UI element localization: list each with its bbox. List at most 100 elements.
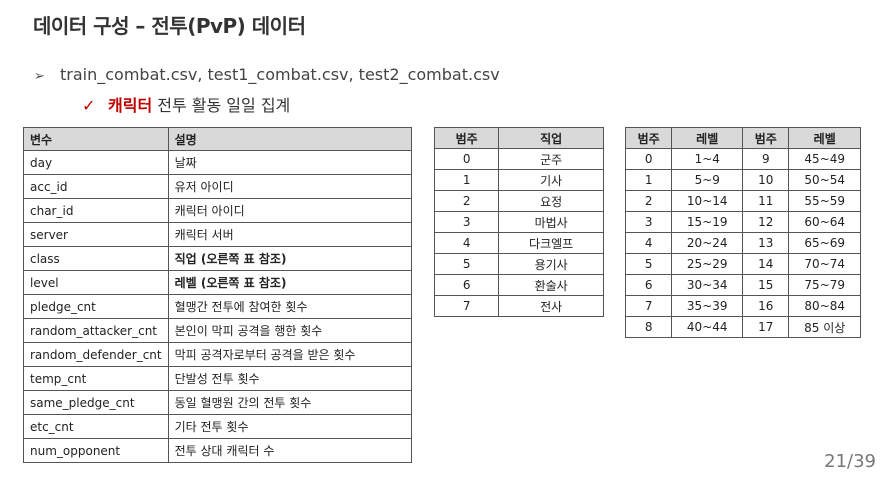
table-cell: 10~14 (671, 190, 744, 212)
table-cell: 8 (624, 316, 673, 338)
table-row: 8 40~44 17 85 이상 (624, 316, 861, 338)
table-cell: 기타 전투 횟수 (167, 414, 413, 439)
table-row: 0 1~4 9 45~49 (624, 148, 861, 170)
arrow-bullet-icon: ➢ (34, 69, 45, 84)
table-cell: 40~44 (671, 316, 744, 338)
table-cell: 단발성 전투 횟수 (167, 366, 413, 391)
table-cell: 25~29 (671, 253, 744, 275)
table-cell: 70~74 (788, 253, 861, 275)
table-cell: 용기사 (498, 253, 604, 275)
table-cell: 17 (742, 316, 790, 338)
table-header-cell: 범주 (624, 127, 673, 149)
table-header-row: 범주 직업 (433, 127, 604, 149)
table-cell: char_id (23, 198, 169, 223)
table-row: 1 기사 (433, 169, 604, 191)
table-header-row: 변수 설명 (23, 127, 413, 151)
slide-title: 데이터 구성 – 전투(PvP) 데이터 (33, 14, 306, 38)
table-row: acc_id 유저 아이디 (23, 174, 413, 199)
table-cell: 5 (433, 253, 500, 275)
table-cell: 1~4 (671, 148, 744, 170)
bullet-summary-text: 전투 활동 일일 집계 (152, 96, 291, 115)
table-row: 6 30~34 15 75~79 (624, 274, 861, 296)
table-row: num_opponent 전투 상대 캐릭터 수 (23, 438, 413, 463)
bullet-summary-highlight: 캐릭터 (108, 96, 153, 115)
table-cell: 전사 (498, 295, 604, 317)
table-row: 4 20~24 13 65~69 (624, 232, 861, 254)
table-cell: 50~54 (788, 169, 861, 191)
table-row: same_pledge_cnt 동일 혈맹원 간의 전투 횟수 (23, 390, 413, 415)
check-bullet-icon: ✓ (82, 96, 96, 115)
table-row: 5 25~29 14 70~74 (624, 253, 861, 275)
table-header-cell: 범주 (433, 127, 500, 149)
table-cell: random_defender_cnt (23, 342, 169, 367)
table-cell: class (23, 246, 169, 271)
table-row: 7 전사 (433, 295, 604, 317)
table-cell: 0 (624, 148, 673, 170)
table-cell: acc_id (23, 174, 169, 199)
table-row: 3 마법사 (433, 211, 604, 233)
table-cell: 75~79 (788, 274, 861, 296)
table-header-cell: 변수 (23, 127, 169, 151)
table-cell: 전투 상대 캐릭터 수 (167, 438, 413, 463)
table-cell: 1 (624, 169, 673, 191)
table-row: temp_cnt 단발성 전투 횟수 (23, 366, 413, 391)
table-cell: 5 (624, 253, 673, 275)
table-row: class 직업 (오른쪽 표 참조) (23, 246, 413, 271)
table-row: 2 요정 (433, 190, 604, 212)
table-cell: 65~69 (788, 232, 861, 254)
table-cell: 85 이상 (788, 316, 861, 338)
table-row: 0 군주 (433, 148, 604, 170)
table-row: 4 다크엘프 (433, 232, 604, 254)
table-cell: 12 (742, 211, 790, 233)
table-cell: same_pledge_cnt (23, 390, 169, 415)
table-cell: 9 (742, 148, 790, 170)
table-cell: 군주 (498, 148, 604, 170)
table-row: 7 35~39 16 80~84 (624, 295, 861, 317)
table-cell: day (23, 150, 169, 175)
table-cell: 10 (742, 169, 790, 191)
table-cell: 20~24 (671, 232, 744, 254)
table-cell: 4 (624, 232, 673, 254)
table-cell: 본인이 막피 공격을 행한 횟수 (167, 318, 413, 343)
table-row: char_id 캐릭터 아이디 (23, 198, 413, 223)
table-cell: etc_cnt (23, 414, 169, 439)
page-number: 21/39 (824, 451, 876, 472)
table-cell: 0 (433, 148, 500, 170)
table-cell: 날짜 (167, 150, 413, 175)
table-cell: pledge_cnt (23, 294, 169, 319)
table-cell: 혈맹간 전투에 참여한 횟수 (167, 294, 413, 319)
table-cell: 30~34 (671, 274, 744, 296)
table-cell: 5~9 (671, 169, 744, 191)
table-cell: 55~59 (788, 190, 861, 212)
table-cell: 80~84 (788, 295, 861, 317)
table-cell: 동일 혈맹원 간의 전투 횟수 (167, 390, 413, 415)
level-table: 범주 레벨 범주 레벨 0 1~4 9 45~49 1 5~9 10 50~54 2 10~14 11 55~… (624, 127, 861, 338)
table-header-cell: 레벨 (671, 127, 744, 149)
table-row: 1 5~9 10 50~54 (624, 169, 861, 191)
bullet-files-text: train_combat.csv, test1_combat.csv, test… (60, 65, 500, 84)
table-header-cell: 범주 (742, 127, 790, 149)
variable-table: 변수 설명 day 날짜 acc_id 유저 아이디 char_id 캐릭터 아이디 serve… (23, 127, 413, 463)
table-cell: 7 (433, 295, 500, 317)
table-row: pledge_cnt 혈맹간 전투에 참여한 횟수 (23, 294, 413, 319)
bullet-files: ➢ train_combat.csv, test1_combat.csv, tes… (34, 65, 500, 84)
table-cell: 14 (742, 253, 790, 275)
table-header-row: 범주 레벨 범주 레벨 (624, 127, 861, 149)
table-cell: 유저 아이디 (167, 174, 413, 199)
table-cell: 3 (624, 211, 673, 233)
table-row: etc_cnt 기타 전투 횟수 (23, 414, 413, 439)
table-cell: 6 (433, 274, 500, 296)
table-cell: temp_cnt (23, 366, 169, 391)
table-cell: 15 (742, 274, 790, 296)
table-row: 2 10~14 11 55~59 (624, 190, 861, 212)
table-cell: random_attacker_cnt (23, 318, 169, 343)
table-cell: 직업 (오른쪽 표 참조) (167, 246, 413, 271)
job-table: 범주 직업 0 군주 1 기사 2 요정 3 마법사 4 다크엘프 5 용기사 6 환술사 7 전사 (433, 127, 604, 317)
table-row: 5 용기사 (433, 253, 604, 275)
table-cell: 16 (742, 295, 790, 317)
table-cell: 15~19 (671, 211, 744, 233)
table-cell: 다크엘프 (498, 232, 604, 254)
table-cell: 레벨 (오른쪽 표 참조) (167, 270, 413, 295)
table-header-cell: 레벨 (788, 127, 861, 149)
table-cell: 13 (742, 232, 790, 254)
